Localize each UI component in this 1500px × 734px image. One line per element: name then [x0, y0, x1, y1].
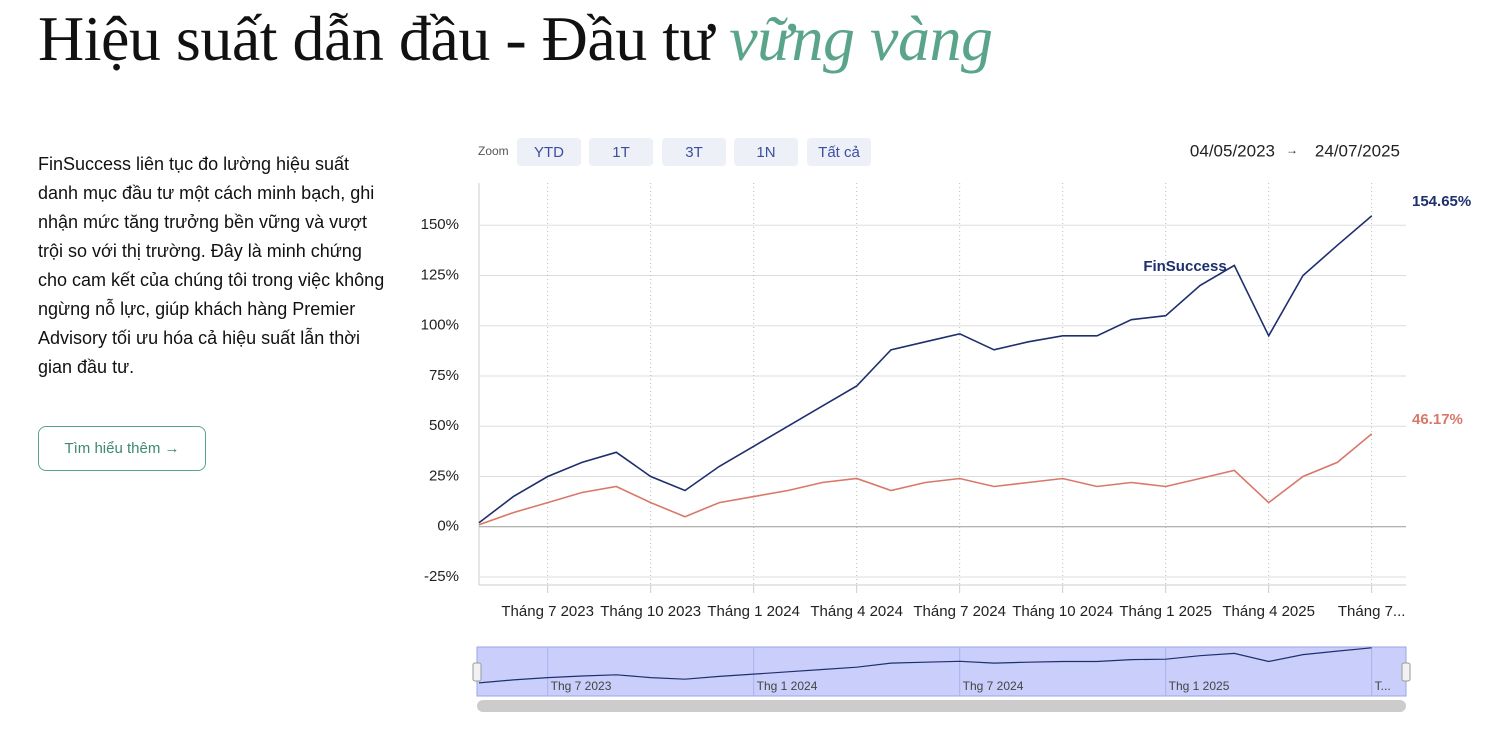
navigator-label: T...	[1375, 679, 1391, 693]
scrollbar[interactable]	[477, 700, 1406, 712]
zoom-button[interactable]	[662, 138, 726, 166]
series-line	[478, 433, 1373, 526]
navigator-label: Thg 1 2024	[757, 679, 818, 693]
y-tick-label: 25%	[429, 467, 459, 484]
x-tick-label: Tháng 7 2024	[913, 603, 1006, 620]
y-tick-label: 0%	[437, 518, 459, 535]
x-tick-label: Tháng 1 2025	[1119, 603, 1212, 620]
heading-text: Hiệu suất dẫn đầu - Đầu tư	[38, 3, 714, 74]
zoom-button-label[interactable]: Tất cả	[818, 144, 860, 161]
x-tick-label: Tháng 7 2023	[501, 603, 594, 620]
y-tick-label: 50%	[429, 417, 459, 434]
zoom-button-label[interactable]: 1T	[612, 144, 630, 161]
zoom-label: Zoom	[478, 144, 509, 158]
zoom-button[interactable]	[734, 138, 798, 166]
x-tick-label: Tháng 10 2023	[600, 603, 701, 620]
series-name: FinSuccess	[1143, 258, 1226, 275]
description: FinSuccess liên tục đo lường hiệu suất d…	[38, 154, 385, 377]
navigator-handle[interactable]	[472, 662, 482, 682]
zoom-button-label[interactable]: YTD	[534, 144, 564, 161]
range-to: 24/07/2025	[1315, 141, 1400, 160]
y-tick-label: -25%	[424, 568, 459, 585]
y-tick-label: 75%	[429, 367, 459, 384]
zoom-button-label[interactable]: 3T	[685, 144, 703, 161]
navigator-window	[476, 646, 1407, 697]
heading-highlight: vững vàng	[729, 3, 993, 74]
x-tick-label: Tháng 4 2025	[1222, 603, 1315, 620]
navigator-label: Thg 7 2024	[963, 679, 1024, 693]
end-label: 154.65%	[1412, 193, 1471, 210]
navigator-label: Thg 7 2023	[551, 679, 612, 693]
learn-more-button[interactable]: Tìm hiểu thêm →	[38, 426, 206, 471]
end-label: 46.17%	[1412, 411, 1463, 428]
zoom-button[interactable]	[589, 138, 653, 166]
navigator-label: Thg 1 2025	[1169, 679, 1230, 693]
zoom-button-label[interactable]: 1N	[756, 144, 775, 161]
x-tick-label: Tháng 1 2024	[707, 603, 800, 620]
range-separator: →	[1286, 143, 1298, 157]
zoom-button[interactable]	[517, 138, 581, 166]
series-line	[478, 215, 1373, 524]
heading: Hiệu suất dẫn đầu - Đầu tư vững vàng	[38, 2, 993, 76]
x-tick-label: Tháng 10 2024	[1012, 603, 1113, 620]
range-from: 04/05/2023	[1190, 141, 1275, 160]
navigator-handle[interactable]	[1401, 662, 1411, 682]
navigator-line	[478, 647, 1372, 684]
y-tick-label: 100%	[421, 317, 459, 334]
x-tick-label: Tháng 7...	[1338, 603, 1406, 620]
y-tick-label: 150%	[421, 216, 459, 233]
y-tick-label: 125%	[421, 266, 459, 283]
x-tick-label: Tháng 4 2024	[810, 603, 903, 620]
zoom-button[interactable]	[807, 138, 871, 166]
